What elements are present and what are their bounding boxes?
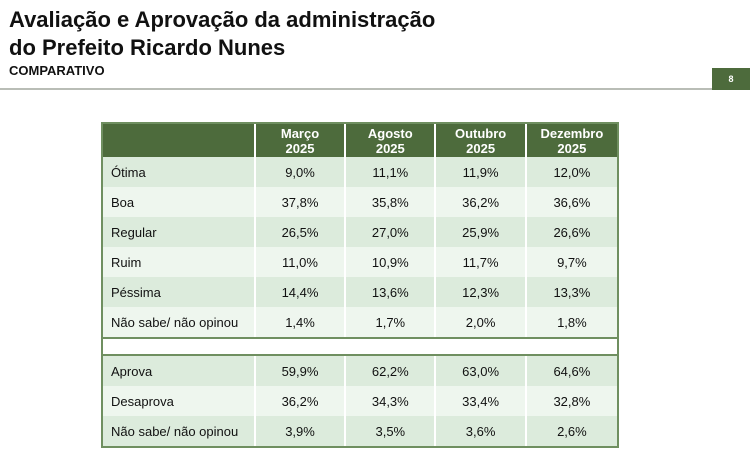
title-line-2: do Prefeito Ricardo Nunes bbox=[9, 35, 286, 60]
value-cell: 33,4% bbox=[436, 386, 527, 416]
page-title: Avaliação e Aprovação da administração do… bbox=[9, 6, 435, 62]
column-month: Março bbox=[280, 125, 320, 141]
table-row: Boa 37,8% 35,8% 36,2% 36,6% bbox=[103, 187, 617, 217]
section-separator bbox=[103, 337, 617, 356]
value-cell: 32,8% bbox=[553, 393, 591, 409]
value-cell: 9,0% bbox=[256, 157, 347, 187]
value-cell: 13,3% bbox=[553, 284, 591, 300]
column-year: 2025 bbox=[466, 140, 496, 156]
table-header-row: Março 2025 Agosto 2025 Outubro 2025 Dezembro 20… bbox=[103, 124, 617, 157]
row-label: Não sabe/ não opinou bbox=[103, 307, 256, 337]
value-cell: 2,6% bbox=[557, 423, 587, 439]
column-year: 2025 bbox=[557, 140, 587, 156]
header-divider bbox=[0, 88, 712, 90]
value-cell: 1,4% bbox=[256, 307, 347, 337]
value-cell: 14,4% bbox=[256, 277, 347, 307]
value-cell: 64,6% bbox=[553, 363, 591, 379]
value-cell: 2,0% bbox=[436, 307, 527, 337]
row-label: Péssima bbox=[103, 277, 256, 307]
column-header: Março 2025 bbox=[256, 124, 347, 157]
column-year: 2025 bbox=[375, 140, 405, 156]
column-month: Agosto bbox=[367, 125, 413, 141]
value-cell: 11,1% bbox=[346, 157, 437, 187]
value-cell: 9,7% bbox=[557, 254, 587, 270]
value-cell: 36,2% bbox=[256, 386, 347, 416]
row-label: Desaprova bbox=[103, 386, 256, 416]
value-cell: 27,0% bbox=[346, 217, 437, 247]
column-header: Agosto 2025 bbox=[346, 124, 437, 157]
row-label: Boa bbox=[103, 187, 256, 217]
value-cell: 1,8% bbox=[557, 314, 587, 330]
column-header: Outubro 2025 bbox=[436, 124, 527, 157]
table-row: Péssima 14,4% 13,6% 12,3% 13,3% bbox=[103, 277, 617, 307]
value-cell: 3,5% bbox=[346, 416, 437, 446]
value-cell: 26,5% bbox=[256, 217, 347, 247]
comparison-table: Março 2025 Agosto 2025 Outubro 2025 Dezembro 20… bbox=[101, 122, 619, 448]
column-month: Outubro bbox=[454, 125, 507, 141]
row-label: Regular bbox=[103, 217, 256, 247]
column-year: 2025 bbox=[285, 140, 315, 156]
table-row: Desaprova 36,2% 34,3% 33,4% 32,8% bbox=[103, 386, 617, 416]
table-row: Ruim 11,0% 10,9% 11,7% 9,7% bbox=[103, 247, 617, 277]
value-cell: 11,9% bbox=[436, 157, 527, 187]
subtitle: COMPARATIVO bbox=[9, 63, 105, 78]
value-cell: 36,6% bbox=[553, 194, 591, 210]
value-cell: 12,3% bbox=[436, 277, 527, 307]
value-cell: 63,0% bbox=[436, 356, 527, 386]
value-cell: 11,7% bbox=[436, 247, 527, 277]
value-cell: 34,3% bbox=[346, 386, 437, 416]
value-cell: 62,2% bbox=[346, 356, 437, 386]
value-cell: 35,8% bbox=[346, 187, 437, 217]
header-empty-cell bbox=[103, 124, 256, 157]
value-cell: 12,0% bbox=[553, 164, 591, 180]
table-row: Ótima 9,0% 11,1% 11,9% 12,0% bbox=[103, 157, 617, 187]
value-cell: 59,9% bbox=[256, 356, 347, 386]
column-month: Dezembro bbox=[540, 125, 604, 141]
value-cell: 13,6% bbox=[346, 277, 437, 307]
value-cell: 11,0% bbox=[256, 247, 347, 277]
row-label: Ruim bbox=[103, 247, 256, 277]
table-row: Não sabe/ não opinou 1,4% 1,7% 2,0% 1,8% bbox=[103, 307, 617, 337]
table-row: Não sabe/ não opinou 3,9% 3,5% 3,6% 2,6% bbox=[103, 416, 617, 446]
page-number-badge: 8 bbox=[712, 68, 750, 90]
table-row: Aprova 59,9% 62,2% 63,0% 64,6% bbox=[103, 356, 617, 386]
value-cell: 36,2% bbox=[436, 187, 527, 217]
value-cell: 1,7% bbox=[346, 307, 437, 337]
value-cell: 37,8% bbox=[256, 187, 347, 217]
row-label: Aprova bbox=[103, 356, 256, 386]
title-line-1: Avaliação e Aprovação da administração bbox=[9, 7, 436, 32]
column-header: Dezembro 2025 bbox=[527, 124, 617, 157]
table-row: Regular 26,5% 27,0% 25,9% 26,6% bbox=[103, 217, 617, 247]
value-cell: 10,9% bbox=[346, 247, 437, 277]
value-cell: 26,6% bbox=[553, 224, 591, 240]
value-cell: 25,9% bbox=[436, 217, 527, 247]
row-label: Ótima bbox=[103, 157, 256, 187]
value-cell: 3,9% bbox=[256, 416, 347, 446]
value-cell: 3,6% bbox=[436, 416, 527, 446]
row-label: Não sabe/ não opinou bbox=[103, 416, 256, 446]
